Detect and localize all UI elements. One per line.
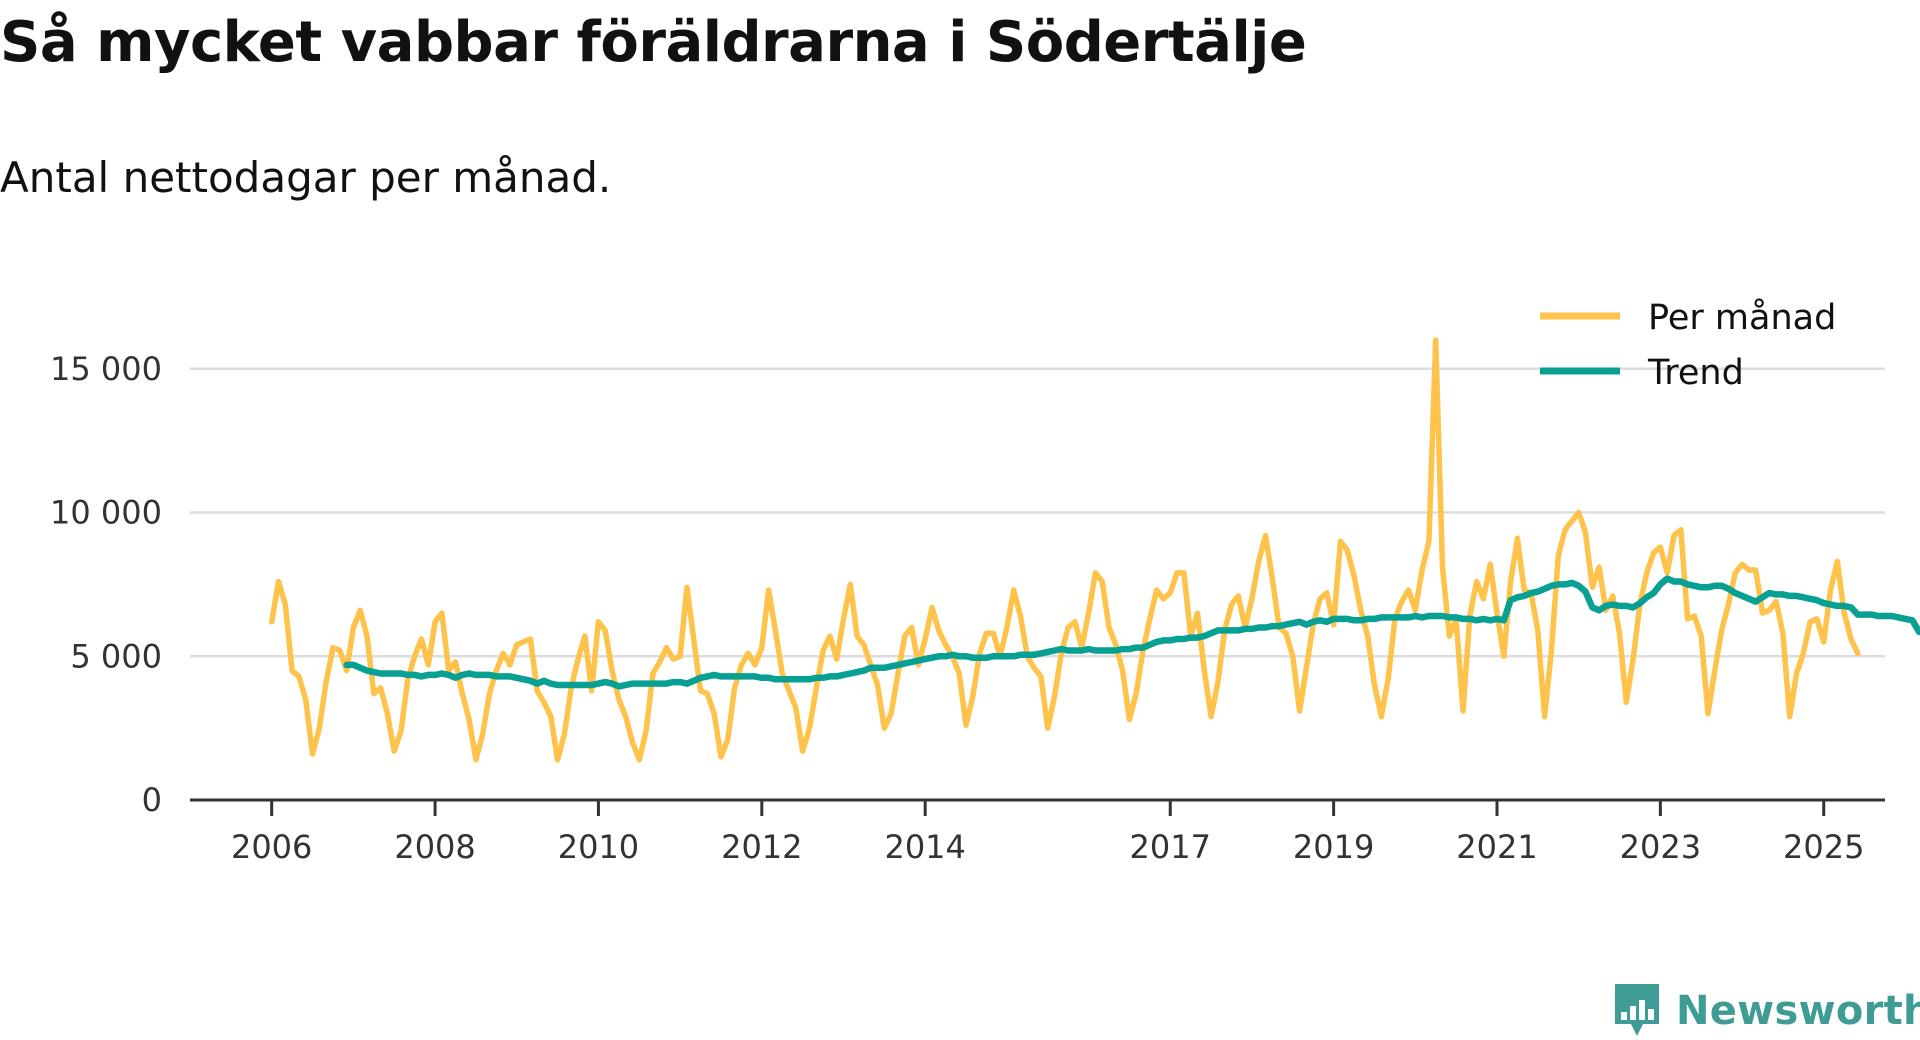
chart-legend: Per månad Trend [1525, 290, 1855, 393]
chart-subtitle: Antal nettodagar per månad. [0, 153, 612, 202]
y-axis-ticks: 0 5 000 10 000 15 000 [50, 350, 162, 819]
chart-title: Så mycket vabbar föräldrarna i Södertälj… [0, 10, 1307, 75]
x-tick-label: 2014 [884, 828, 965, 866]
series-lines [268, 337, 1920, 763]
legend-label-trend: Trend [1647, 353, 1744, 393]
legend-background [1525, 290, 1855, 350]
legend-label-per-manad: Per månad [1648, 297, 1836, 338]
series-line-trend [343, 575, 1920, 690]
y-tick-label: 10 000 [50, 494, 162, 532]
x-tick-label: 2025 [1783, 828, 1864, 866]
x-tick-label: 2017 [1130, 828, 1211, 866]
x-tick-label: 2019 [1293, 828, 1374, 866]
y-tick-label: 5 000 [70, 637, 162, 675]
series-line-per-manad [268, 337, 1861, 763]
x-axis-ticks: 2006 2008 2010 2012 2014 2017 2019 2021 2023 2025 [231, 800, 1864, 866]
bar-chart-speech-icon [1615, 984, 1659, 1036]
x-tick-label: 2010 [558, 828, 639, 866]
x-tick-label: 2008 [394, 828, 475, 866]
x-tick-label: 2012 [721, 828, 802, 866]
x-tick-label: 2023 [1620, 828, 1701, 866]
y-tick-label: 15 000 [50, 350, 162, 388]
x-tick-label: 2021 [1456, 828, 1537, 866]
brand-name: Newsworthy [1676, 988, 1920, 1034]
x-tick-label: 2006 [231, 828, 312, 866]
newsworthy-logo: Newsworthy [1612, 982, 1920, 1040]
y-tick-label: 0 [142, 781, 162, 819]
